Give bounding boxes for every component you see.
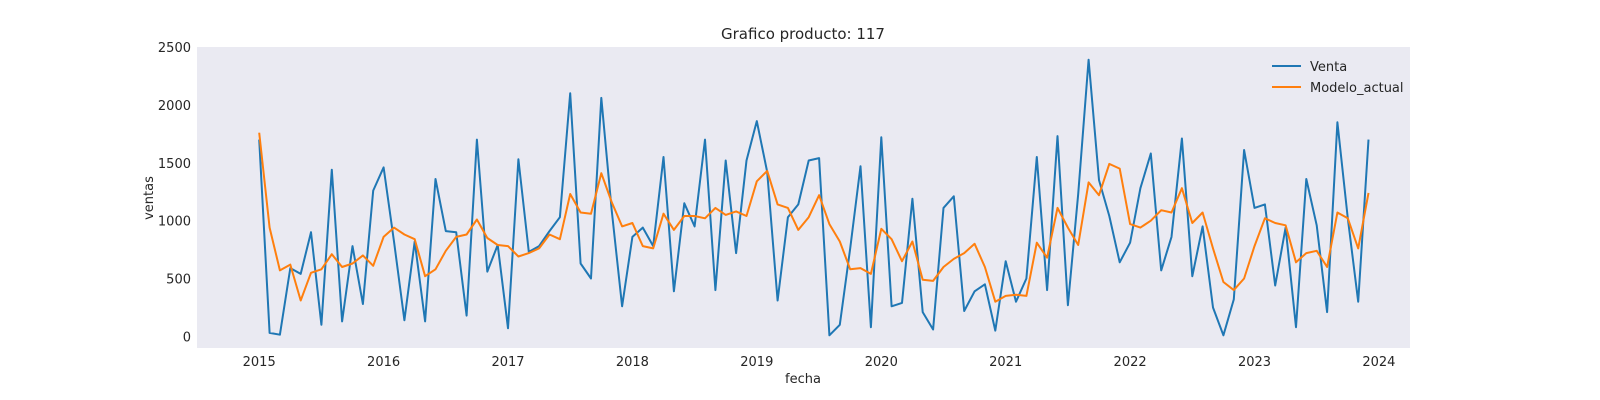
x-tick-label: 2020 [865, 355, 898, 370]
series-layer [258, 58, 1370, 337]
x-axis-ticks: 2015 2016 2017 2018 2019 2020 2021 2022 2023 2024 [243, 355, 1396, 370]
x-tick-label: 2021 [989, 355, 1022, 370]
series-line-modelo-actual [258, 132, 1370, 303]
y-tick-label: 1500 [158, 157, 191, 172]
legend-label-modelo-actual: Modelo_actual [1310, 81, 1404, 96]
y-tick-label: 2500 [158, 41, 191, 56]
y-tick-label: 500 [166, 273, 191, 288]
series-line-venta [258, 58, 1370, 337]
x-tick-label: 2017 [491, 355, 524, 370]
plot-background [197, 47, 1410, 348]
x-tick-label: 2018 [616, 355, 649, 370]
x-axis-label: fecha [785, 372, 821, 387]
x-tick-label: 2015 [243, 355, 276, 370]
y-tick-label: 1000 [158, 215, 191, 230]
chart-title: Grafico producto: 117 [721, 25, 885, 43]
legend-label-venta: Venta [1310, 60, 1347, 75]
y-axis-ticks: 0 500 1000 1500 2000 2500 [158, 41, 191, 345]
y-tick-label: 0 [183, 330, 191, 345]
y-axis-label: ventas [142, 176, 157, 220]
y-tick-label: 2000 [158, 99, 191, 114]
x-tick-label: 2024 [1362, 355, 1395, 370]
legend: Venta Modelo_actual [1272, 60, 1404, 96]
x-tick-label: 2016 [367, 355, 400, 370]
x-tick-label: 2023 [1238, 355, 1271, 370]
x-tick-label: 2019 [740, 355, 773, 370]
x-tick-label: 2022 [1114, 355, 1147, 370]
